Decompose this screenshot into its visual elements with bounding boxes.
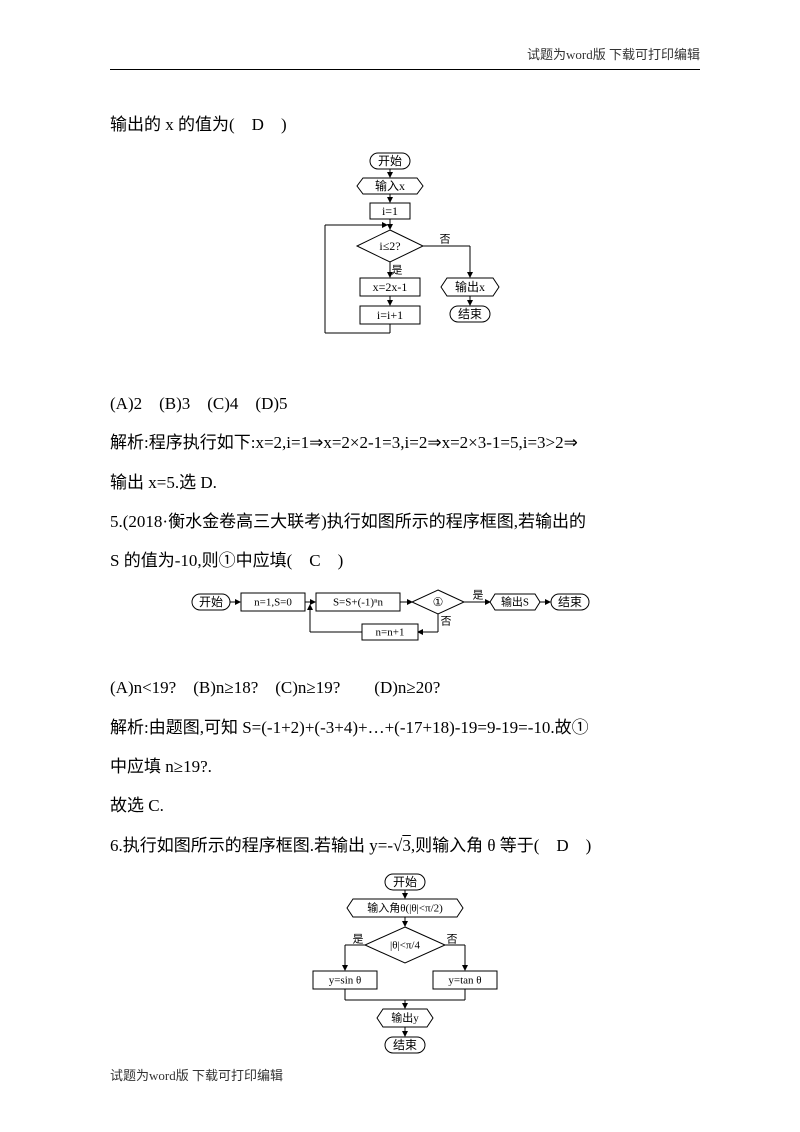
svg-text:n=1,S=0: n=1,S=0 xyxy=(254,596,292,608)
q6-line: 6.执行如图所示的程序框图.若输出 y=-√3,则输入角 θ 等于( D ) xyxy=(110,827,700,864)
svg-text:i≤2?: i≤2? xyxy=(379,239,400,253)
svg-text:结束: 结束 xyxy=(558,594,582,608)
svg-text:是: 是 xyxy=(473,588,484,601)
q6-post: ,则输入角 θ 等于( D ) xyxy=(411,836,592,855)
svg-text:①: ① xyxy=(433,594,444,608)
q-lead: 输出的 x 的值为( D ) xyxy=(110,106,700,143)
svg-text:S=S+(-1)ⁿn: S=S+(-1)ⁿn xyxy=(333,596,384,608)
q6-pre: 6.执行如图所示的程序框图.若输出 y=- xyxy=(110,836,393,855)
svg-text:输出S: 输出S xyxy=(501,594,529,608)
svg-text:开始: 开始 xyxy=(393,875,417,889)
svg-text:结束: 结束 xyxy=(393,1038,417,1052)
q5-sol1: 解析:由题图,可知 S=(-1+2)+(-3+4)+…+(-17+18)-19=… xyxy=(110,709,700,746)
svg-text:结束: 结束 xyxy=(458,307,482,321)
q4-options: (A)2 (B)3 (C)4 (D)5 xyxy=(110,385,700,422)
svg-text:否: 否 xyxy=(447,934,458,946)
q5-sol3: 故选 C. xyxy=(110,787,700,824)
svg-text:输出y: 输出y xyxy=(391,1011,419,1025)
svg-text:n=n+1: n=n+1 xyxy=(376,626,405,638)
svg-text:是: 是 xyxy=(392,264,403,277)
svg-text:y=sin θ: y=sin θ xyxy=(329,975,362,987)
svg-text:y=tan θ: y=tan θ xyxy=(448,975,481,987)
q5-line1: 5.(2018·衡水金卷高三大联考)执行如图所示的程序框图,若输出的 xyxy=(110,503,700,540)
q5-sol2: 中应填 n≥19?. xyxy=(110,748,700,785)
q6-sqrt: 3 xyxy=(402,836,411,855)
svg-text:是: 是 xyxy=(353,933,364,946)
svg-text:开始: 开始 xyxy=(378,154,402,168)
flowchart-3: 开始 输入角θ(|θ|<π/2) |θ|<π/4 是 否 y=sin θ y=t… xyxy=(110,872,700,1075)
svg-text:否: 否 xyxy=(440,234,451,246)
q5-line2: S 的值为-10,则①中应填( C ) xyxy=(110,542,700,579)
svg-text:i=i+1: i=i+1 xyxy=(377,308,403,322)
svg-text:x=2x-1: x=2x-1 xyxy=(373,280,408,294)
q4-sol1: 解析:程序执行如下:x=2,i=1⇒x=2×2-1=3,i=2⇒x=2×3-1=… xyxy=(110,424,700,461)
svg-text:|θ|<π/4: |θ|<π/4 xyxy=(390,940,420,952)
q4-sol2: 输出 x=5.选 D. xyxy=(110,464,700,501)
q5-options: (A)n<19? (B)n≥18? (C)n≥19? (D)n≥20? xyxy=(110,669,700,706)
svg-text:输入x: 输入x xyxy=(375,178,405,193)
svg-text:否: 否 xyxy=(441,615,452,627)
svg-text:i=1: i=1 xyxy=(382,204,398,218)
svg-text:开始: 开始 xyxy=(199,594,223,608)
main-content: 输出的 x 的值为( D ) 开始 输入x i=1 i≤2? 是 否 x=2x-… xyxy=(110,106,700,1075)
svg-text:输入角θ(|θ|<π/2): 输入角θ(|θ|<π/2) xyxy=(367,901,443,915)
page-footer: 试题为word版 下载可打印编辑 xyxy=(110,1065,283,1084)
flowchart-1: 开始 输入x i=1 i≤2? 是 否 x=2x-1 i=i+1 输出x 结束 xyxy=(110,151,700,376)
page-header: 试题为word版 下载可打印编辑 xyxy=(110,44,700,70)
flowchart-2: 开始 n=1,S=0 S=S+(-1)ⁿn ① 是 输出S 结束 否 n=n+1 xyxy=(110,588,700,661)
svg-text:输出x: 输出x xyxy=(455,279,485,294)
